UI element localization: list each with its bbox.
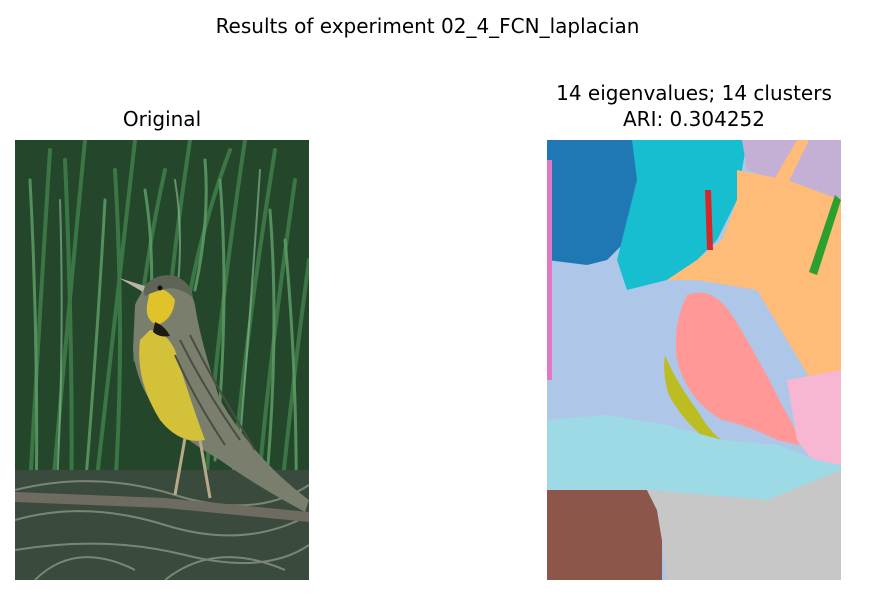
segmentation-panel-title: 14 eigenvalues; 14 clusters ARI: 0.30425… bbox=[494, 80, 881, 132]
segmentation-title-line-2: ARI: 0.304252 bbox=[622, 107, 765, 131]
original-panel-title: Original bbox=[15, 106, 309, 132]
original-image bbox=[15, 140, 309, 580]
segmentation-title-line-1: 14 eigenvalues; 14 clusters bbox=[556, 81, 832, 105]
original-title-line-1: Original bbox=[122, 107, 202, 131]
bird-photo-illustration bbox=[15, 140, 309, 580]
figure-suptitle: Results of experiment 02_4_FCN_laplacian bbox=[215, 14, 640, 38]
segmentation-image bbox=[547, 140, 841, 580]
segmentation-map-illustration bbox=[547, 140, 841, 580]
